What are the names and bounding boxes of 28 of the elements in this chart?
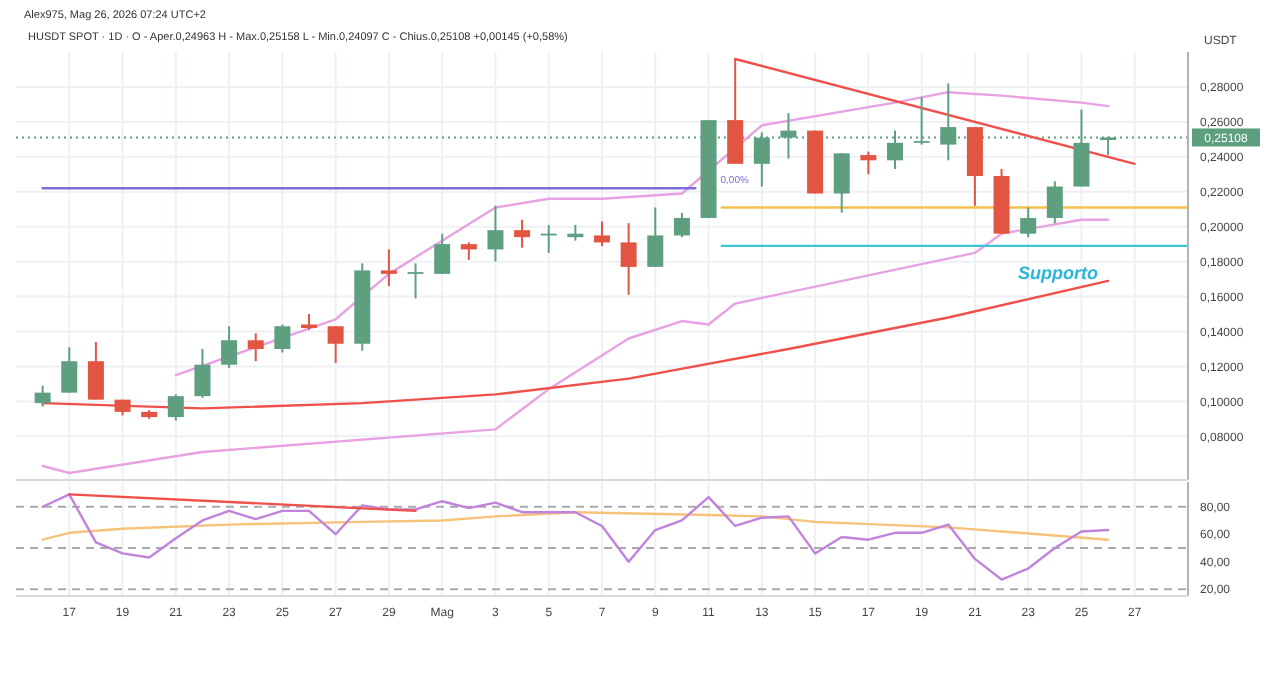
candlestick: [620, 222, 637, 296]
candlestick: [727, 57, 744, 165]
candlestick: [647, 206, 664, 268]
line-series: [174, 90, 1110, 377]
candlestick: [487, 204, 504, 263]
candlestick: [1046, 180, 1063, 225]
candlestick: [434, 232, 451, 275]
candlestick: [1020, 206, 1037, 239]
line-series: [41, 511, 1110, 541]
candlestick: [87, 340, 104, 401]
candlestick: [380, 248, 397, 288]
candlestick: [327, 325, 344, 364]
candlestick: [594, 220, 610, 247]
candlestick: [61, 346, 78, 394]
candlestick: [860, 150, 877, 176]
candlestick: [194, 347, 211, 399]
candlestick: [274, 323, 291, 354]
candlestick: [407, 262, 424, 300]
candlestick: [167, 393, 184, 422]
candlestick: [673, 211, 690, 239]
annotation: Supporto: [1018, 262, 1099, 283]
line-series: [41, 493, 1110, 581]
candlestick: [514, 218, 531, 249]
line-series: [41, 218, 1110, 475]
candlestick: [34, 384, 51, 408]
candlestick: [221, 325, 238, 370]
candlestick: [833, 152, 850, 214]
candlestick: [247, 332, 264, 363]
